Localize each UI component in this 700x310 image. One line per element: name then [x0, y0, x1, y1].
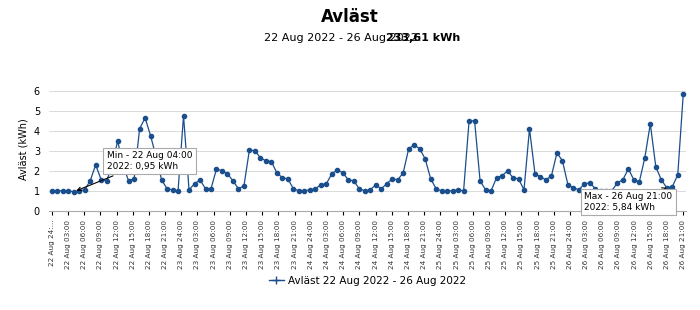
- Text: 233,61 kWh: 233,61 kWh: [386, 33, 461, 42]
- Text: 22 Aug 2022 - 26 Aug 2022:: 22 Aug 2022 - 26 Aug 2022:: [265, 33, 426, 42]
- Text: Max - 26 Aug 21:00
2022: 5,84 kWh: Max - 26 Aug 21:00 2022: 5,84 kWh: [584, 188, 673, 212]
- Text: Avläst: Avläst: [321, 8, 379, 26]
- Legend: Avläst 22 Aug 2022 - 26 Aug 2022: Avläst 22 Aug 2022 - 26 Aug 2022: [265, 272, 470, 290]
- Text: Min - 22 Aug 04:00
2022: 0,95 kWh: Min - 22 Aug 04:00 2022: 0,95 kWh: [78, 151, 193, 191]
- Y-axis label: Avläst (kWh): Avläst (kWh): [18, 118, 28, 180]
